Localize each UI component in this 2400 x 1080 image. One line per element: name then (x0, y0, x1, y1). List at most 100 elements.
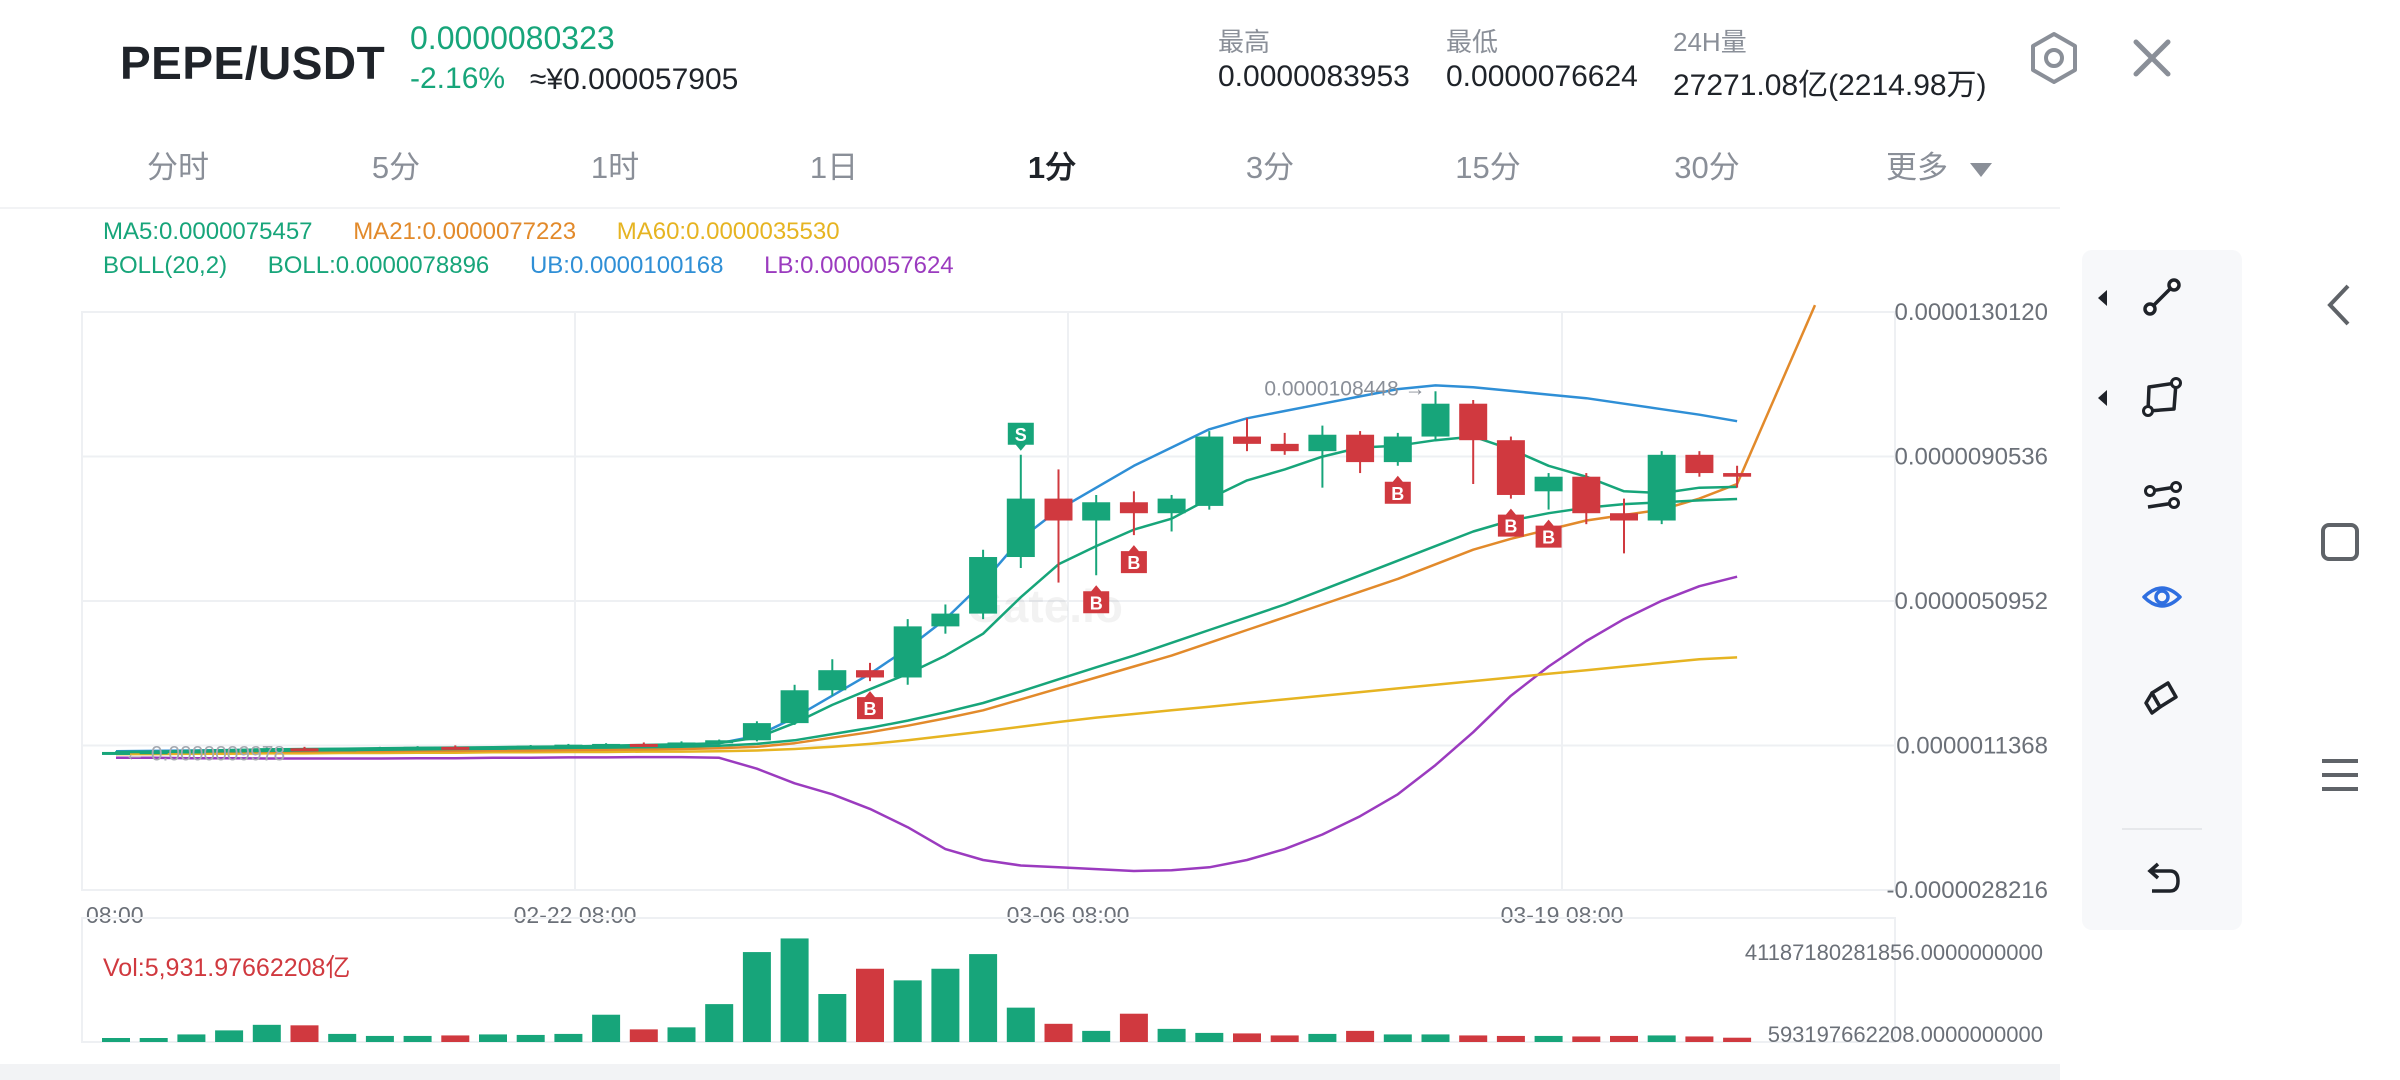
candle-body (893, 626, 922, 678)
candle-body (1421, 403, 1450, 437)
home-square-icon[interactable] (2310, 512, 2370, 572)
trend-line-icon (2143, 278, 2181, 316)
tab-more[interactable]: 更多 (1886, 142, 1992, 187)
eye-icon (2142, 586, 2182, 608)
candle (516, 745, 545, 749)
candle-body (1082, 502, 1111, 521)
volume-bar (1421, 1034, 1450, 1042)
candle-body (1610, 513, 1638, 521)
candle (328, 747, 357, 752)
candle (102, 751, 130, 755)
volume-bar (1195, 1032, 1224, 1042)
approx-cny-price: ≈¥0.000057905 (530, 63, 739, 96)
volume-bar (365, 1035, 394, 1042)
low-value: 0.0000076624 (1446, 60, 1638, 93)
last-price: 0.0000080323 (410, 20, 615, 56)
hexagon-settings-icon[interactable] (2024, 28, 2084, 88)
candle (1723, 465, 1752, 488)
buy-marker: B (1497, 508, 1524, 537)
volume-bar (1572, 1036, 1601, 1042)
tab-30m[interactable]: 30分 (1674, 150, 1740, 185)
candle-body (1044, 498, 1073, 521)
tab-15m[interactable]: 15分 (1455, 150, 1521, 185)
interval-tabs: 分时 5分 1时 1日 1分 3分 15分 30分 更多 (0, 130, 2060, 200)
x-tick-label: 03-19 08:00 (1501, 902, 1624, 928)
candle (1496, 436, 1525, 499)
candle-body (856, 670, 884, 678)
toolbar-separator (2122, 828, 2202, 830)
parallel-channel-tool[interactable] (2112, 462, 2212, 532)
y-tick-label: 0.0000090536 (1895, 444, 2049, 471)
candle (1119, 491, 1148, 536)
volume-bar (516, 1034, 545, 1042)
trend-line-tool[interactable] (2098, 262, 2212, 332)
candle-body (1685, 454, 1714, 474)
ma21-line (116, 482, 1738, 754)
buy-marker: B (1384, 475, 1411, 504)
menu-lines-icon[interactable] (2310, 745, 2370, 805)
volume-bar (667, 1027, 696, 1042)
candle (1647, 451, 1676, 525)
candle (780, 684, 809, 725)
volume-bar (328, 1033, 357, 1042)
volume-bar (1496, 1035, 1525, 1042)
candle-body (592, 743, 621, 747)
rectangle-icon (2142, 377, 2182, 417)
candle (1383, 432, 1412, 466)
volume-bar (1044, 1023, 1073, 1042)
candle (1044, 469, 1073, 583)
max-price-annotation: 0.0000108448 → (1264, 377, 1425, 400)
candle-body (554, 744, 583, 748)
candle (1685, 451, 1714, 477)
candle (177, 749, 206, 754)
parallel-channel-icon (2144, 481, 2182, 509)
eraser-tool[interactable] (2112, 662, 2212, 732)
candle-body (479, 746, 507, 750)
marker-label: B (1127, 553, 1140, 573)
tab-1d[interactable]: 1日 (809, 150, 859, 185)
volume-bar (139, 1038, 168, 1042)
ma21-extension-line (1735, 304, 1817, 485)
candle-body (629, 743, 658, 747)
volume-bar (1233, 1033, 1261, 1042)
marker-label: B (1542, 528, 1555, 548)
candle-body (780, 690, 809, 724)
tab-1h[interactable]: 1时 (590, 150, 640, 185)
candle (1459, 400, 1488, 485)
candle-body (139, 751, 168, 755)
tabs-divider (0, 207, 2060, 209)
tab-1m[interactable]: 1分 (1027, 150, 1077, 185)
volume-indicator-label: Vol:5,931.97662208亿 (103, 954, 351, 982)
visibility-tool[interactable] (2112, 562, 2212, 632)
candle-body (403, 746, 432, 750)
candle (1006, 454, 1035, 568)
tab-fenshi[interactable]: 分时 (147, 150, 209, 185)
y-tick-label: 0.0000130120 (1895, 299, 2049, 326)
undo-tool[interactable] (2112, 844, 2212, 914)
volume-bar (1459, 1035, 1488, 1042)
candle-body (1723, 473, 1752, 477)
tab-5m[interactable]: 5分 (371, 150, 421, 185)
kline-chart[interactable]: 0.0000130120 0.0000090536 0.0000050952 0.00… (0, 290, 2060, 1060)
y-tick-label: 0.0000011368 (1896, 733, 2048, 760)
candle-body (290, 748, 319, 752)
candle-body (177, 750, 206, 754)
tab-3m[interactable]: 3分 (1245, 150, 1295, 185)
candle-body (1346, 434, 1375, 463)
volume-bar (1647, 1035, 1676, 1042)
back-chevron-icon[interactable] (2310, 275, 2370, 335)
candle (1082, 494, 1111, 576)
volume-bar (1723, 1037, 1752, 1042)
volume-bar (1006, 1007, 1035, 1042)
close-icon[interactable] (2122, 28, 2182, 88)
low-label: 最低 (1446, 27, 1499, 57)
volume-bar (479, 1034, 507, 1042)
candle-body (1647, 454, 1676, 521)
sell-marker: S (1007, 422, 1034, 451)
candle-body (441, 746, 470, 750)
volume-bar (1308, 1033, 1337, 1042)
volume-bar (629, 1029, 658, 1042)
candle-body (1308, 434, 1337, 452)
rectangle-tool[interactable] (2098, 362, 2212, 432)
candle-body (1534, 476, 1563, 492)
